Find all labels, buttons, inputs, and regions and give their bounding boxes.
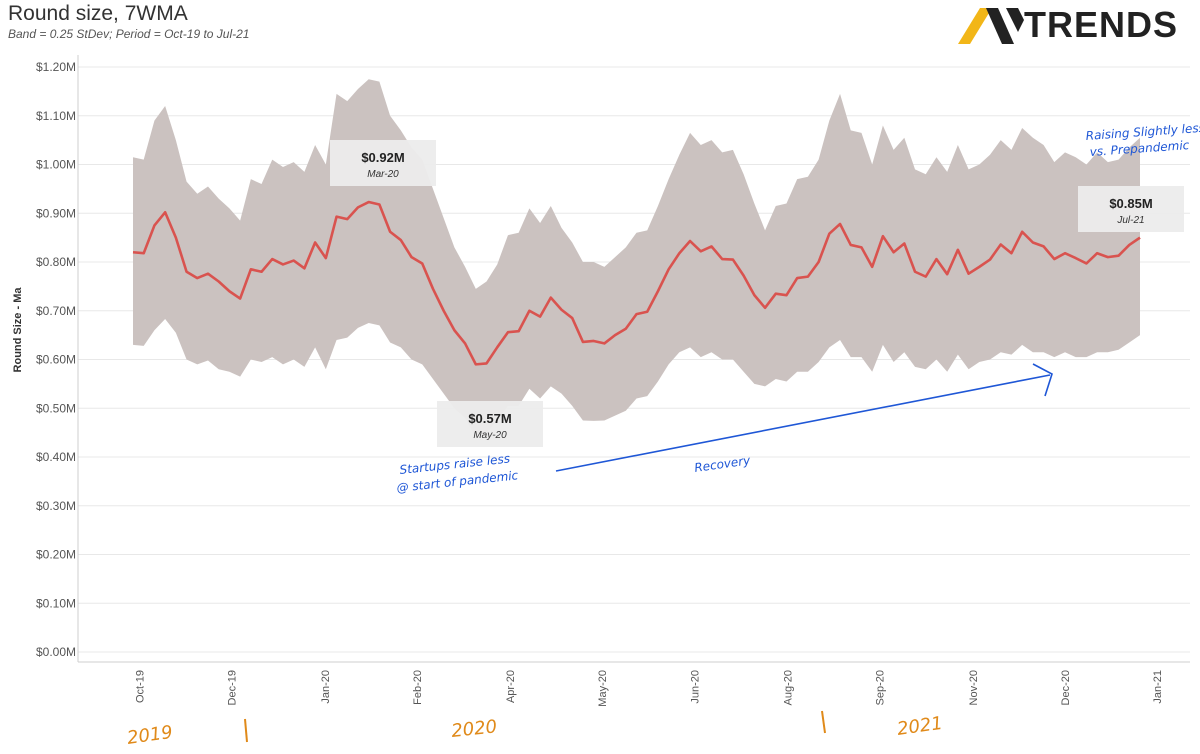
y-tick-label: $0.20M: [36, 548, 76, 562]
y-tick-label: $1.20M: [36, 60, 76, 74]
stdev-band: [133, 79, 1140, 438]
annotation-value: $0.57M: [468, 411, 511, 426]
x-tick-label: Feb-20: [412, 670, 424, 705]
year-2020: 2020: [450, 716, 498, 742]
x-tick-label: Sep-20: [875, 670, 887, 705]
annotation-callout: $0.57M May-20: [437, 401, 543, 447]
round-size-line: [132, 200, 1141, 366]
annotation-date: Mar-20: [367, 169, 399, 180]
y-tick-label: $1.10M: [36, 109, 76, 123]
chart-subtitle: Band = 0.25 StDev; Period = Oct-19 to Ju…: [8, 27, 250, 41]
year-divider-2: [821, 710, 826, 734]
x-tick-label: Jan-20: [320, 670, 332, 704]
x-tick-label: Aug-20: [783, 670, 795, 705]
annotations: $0.92M Mar-20 $0.57M May-20 $0.85M Jul-21: [330, 140, 1184, 447]
x-tick-label: May-20: [597, 670, 609, 707]
annotation-box: [437, 401, 543, 447]
x-tick-label: Jun-20: [689, 670, 701, 704]
x-tick-label: Nov-20: [968, 670, 980, 705]
year-2021: 2021: [896, 713, 944, 740]
note-raising-line2: vs. Prepandemic: [1089, 138, 1190, 159]
x-tick-label: Oct-19: [134, 670, 146, 703]
x-axis-ticks: Oct-19 Dec-19 Jan-20 Feb-20 Apr-20 May-20 Jun-…: [134, 670, 1164, 707]
annotation-callout: $0.85M Jul-21: [1078, 186, 1184, 232]
annotation-box: [1078, 186, 1184, 232]
logo-text: TRENDS: [1024, 4, 1179, 45]
av-logo-icon: [958, 8, 1024, 44]
y-tick-label: $0.40M: [36, 450, 76, 464]
y-tick-label: $0.00M: [36, 645, 76, 659]
annotation-date: Jul-21: [1116, 215, 1144, 226]
x-tick-label: Dec-19: [227, 670, 239, 705]
y-tick-label: $0.60M: [36, 353, 76, 367]
recovery-arrow-head: [1032, 363, 1053, 397]
y-tick-label: $0.30M: [36, 499, 76, 513]
y-tick-label: $0.50M: [36, 401, 76, 415]
annotation-box: [330, 140, 436, 186]
y-tick-label: $0.80M: [36, 255, 76, 269]
y-axis-ticks: $0.00M $0.10M $0.20M $0.30M $0.40M $0.50M $0.6…: [36, 60, 76, 659]
y-tick-label: $1.00M: [36, 158, 76, 172]
x-tick-label: Jan-21: [1152, 670, 1164, 704]
year-divider-1: [244, 718, 248, 743]
annotation-date: May-20: [473, 430, 507, 441]
chart-title: Round size, 7WMA: [8, 2, 188, 25]
y-axis-title: Round Size - Ma: [12, 287, 24, 373]
y-tick-label: $0.10M: [36, 596, 76, 610]
year-2019: 2019: [126, 722, 174, 749]
y-tick-label: $0.90M: [36, 206, 76, 220]
annotation-callout: $0.92M Mar-20: [330, 140, 436, 186]
annotation-value: $0.85M: [1109, 196, 1152, 211]
note-recovery: Recovery: [693, 453, 751, 475]
x-tick-label: Apr-20: [505, 670, 517, 703]
y-tick-label: $0.70M: [36, 304, 76, 318]
annotation-value: $0.92M: [361, 150, 404, 165]
recovery-arrow: [555, 374, 1051, 472]
x-tick-label: Dec-20: [1060, 670, 1072, 705]
